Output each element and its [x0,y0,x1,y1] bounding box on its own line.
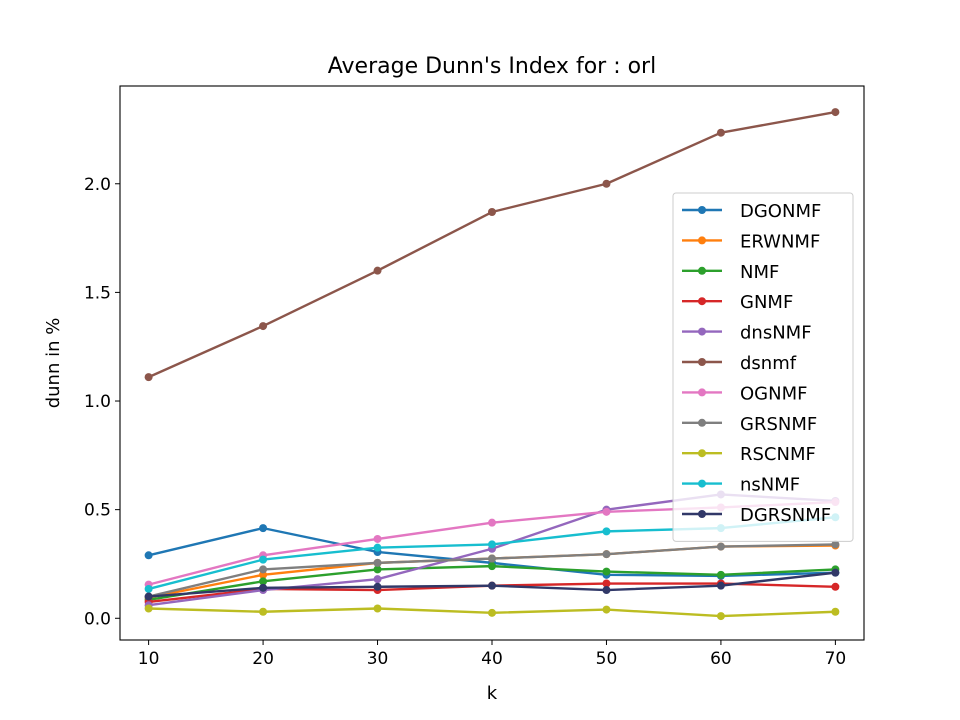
data-point [716,581,725,590]
data-point [259,607,268,616]
data-point [488,208,496,217]
data-point [488,581,496,590]
legend-label: dnsNMF [740,323,812,344]
legend-marker [698,266,706,275]
y-tick-label: 1.0 [84,392,111,412]
legend-label: NMF [740,262,779,283]
legend-label: DGRSNMF [740,505,831,526]
legend-label: OGNMF [740,383,807,404]
legend-label: ERWNMF [740,231,820,252]
legend-label: DGONMF [740,201,821,222]
data-point [602,605,611,614]
legend-marker [698,449,706,458]
data-point [602,507,611,516]
legend-label: nsNMF [740,475,800,496]
legend-marker [698,510,706,518]
legend-label: GNMF [740,292,793,313]
data-point [831,582,840,591]
data-point [373,543,382,552]
data-point [373,565,382,574]
legend-marker [698,388,706,397]
data-point [602,527,611,536]
data-point [259,577,268,586]
x-tick-label: 10 [138,649,160,669]
y-tick-label: 0.5 [84,501,111,521]
data-point [144,592,153,601]
data-point [373,582,382,591]
x-axis: 10 20 30 40 50 60 70 [138,640,846,669]
legend-label: RSCNMF [740,444,816,465]
data-point [488,608,496,617]
data-point [373,575,382,584]
legend-marker [698,206,706,214]
data-point [259,583,268,592]
data-point [373,558,382,567]
x-tick-label: 70 [825,649,847,669]
data-point [259,555,268,564]
data-point [373,534,382,543]
legend: DGONMF ERWNMF NMF GNMF dnsNMF dsnmf OGNMF GRSNM… [672,192,854,542]
data-point [716,128,725,137]
data-point [373,604,382,613]
data-point [259,565,268,574]
data-point [602,567,611,576]
data-point [259,524,268,533]
data-point [144,584,153,593]
data-point [259,322,268,331]
legend-marker [698,479,706,488]
x-tick-label: 30 [367,649,389,669]
data-point [831,540,840,549]
data-point [716,570,725,579]
data-point [602,586,611,595]
data-point [831,568,840,577]
data-point [488,518,496,527]
data-point [488,554,496,563]
data-point [144,551,153,560]
legend-label: dsnmf [740,353,797,374]
y-tick-label: 2.0 [84,175,111,195]
x-tick-label: 40 [481,649,503,669]
data-point [716,542,725,551]
x-axis-label: k [487,683,498,704]
legend-marker [698,236,706,245]
data-point [831,607,840,616]
legend-label: GRSNMF [740,414,817,435]
data-point [602,550,611,559]
data-point [144,373,153,382]
data-point [716,612,725,621]
data-point [831,108,840,117]
y-tick-label: 0.0 [84,609,111,629]
legend-marker [698,327,706,336]
x-tick-label: 60 [710,649,732,669]
series-lines [144,108,840,621]
x-tick-label: 50 [596,649,618,669]
y-axis: 0.0 0.5 1.0 1.5 2.0 [84,175,120,629]
legend-marker [698,358,706,366]
x-tick-label: 20 [252,649,274,669]
chart-title: Average Dunn's Index for : orl [328,54,656,79]
data-point [602,579,611,588]
data-point [488,562,496,571]
y-axis-label: dunn in % [43,318,64,409]
data-point [373,266,382,275]
legend-marker [698,297,706,306]
data-point [144,604,153,613]
data-point [488,540,496,549]
legend-marker [698,418,706,427]
y-tick-label: 1.5 [84,283,111,303]
data-point [602,179,611,188]
